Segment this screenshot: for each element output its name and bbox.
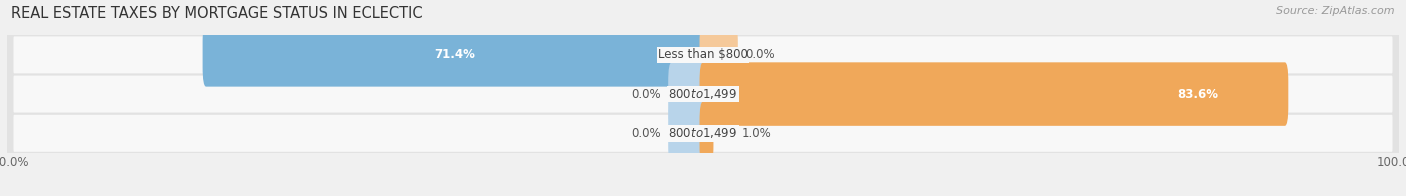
Text: 0.0%: 0.0% bbox=[745, 48, 775, 61]
FancyBboxPatch shape bbox=[14, 115, 1392, 152]
Text: Less than $800: Less than $800 bbox=[658, 48, 748, 61]
Text: 83.6%: 83.6% bbox=[1177, 88, 1218, 101]
FancyBboxPatch shape bbox=[668, 102, 706, 165]
FancyBboxPatch shape bbox=[700, 23, 738, 87]
FancyBboxPatch shape bbox=[6, 71, 1400, 118]
FancyBboxPatch shape bbox=[6, 110, 1400, 157]
FancyBboxPatch shape bbox=[668, 62, 706, 126]
Text: 1.0%: 1.0% bbox=[741, 127, 770, 140]
Text: 0.0%: 0.0% bbox=[631, 127, 661, 140]
Text: $800 to $1,499: $800 to $1,499 bbox=[668, 126, 738, 140]
Text: REAL ESTATE TAXES BY MORTGAGE STATUS IN ECLECTIC: REAL ESTATE TAXES BY MORTGAGE STATUS IN … bbox=[11, 6, 423, 21]
Text: Source: ZipAtlas.com: Source: ZipAtlas.com bbox=[1277, 6, 1395, 16]
FancyBboxPatch shape bbox=[6, 31, 1400, 78]
FancyBboxPatch shape bbox=[700, 102, 713, 165]
Text: 71.4%: 71.4% bbox=[434, 48, 475, 61]
Text: 0.0%: 0.0% bbox=[631, 88, 661, 101]
Text: $800 to $1,499: $800 to $1,499 bbox=[668, 87, 738, 101]
FancyBboxPatch shape bbox=[202, 23, 706, 87]
FancyBboxPatch shape bbox=[14, 36, 1392, 73]
FancyBboxPatch shape bbox=[700, 62, 1288, 126]
FancyBboxPatch shape bbox=[14, 76, 1392, 113]
